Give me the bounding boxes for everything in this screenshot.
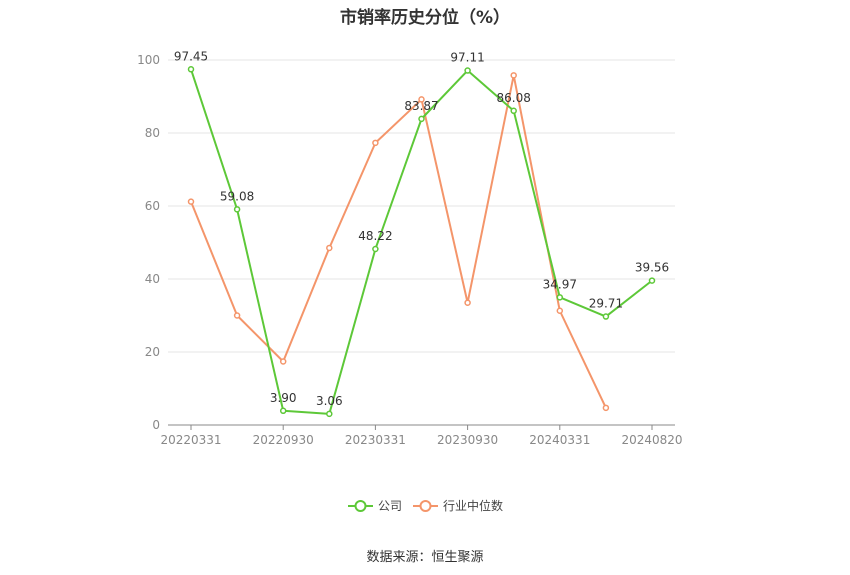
data-point <box>464 67 471 74</box>
data-label: 3.90 <box>270 391 297 405</box>
data-point <box>326 410 333 418</box>
data-point <box>464 299 471 306</box>
data-point <box>418 115 425 123</box>
x-tick-label: 20230930 <box>437 433 498 447</box>
data-point <box>372 245 379 253</box>
data-point <box>233 206 241 213</box>
data-label: 39.56 <box>635 261 669 275</box>
data-label: 29.71 <box>589 297 623 311</box>
data-label: 59.08 <box>220 189 254 203</box>
data-label: 83.87 <box>404 99 438 113</box>
data-label: 48.22 <box>358 229 392 243</box>
data-point <box>510 107 517 115</box>
x-axis: 20220331 20220930 20230331 20230930 20240331… <box>160 424 683 447</box>
data-label: 86.08 <box>497 91 531 105</box>
data-point <box>602 313 610 320</box>
legend-label: 行业中位数 <box>443 498 503 513</box>
y-tick-label: 60 <box>145 199 160 213</box>
x-tick-label: 20220930 <box>253 433 314 447</box>
data-point <box>510 72 517 79</box>
data-point <box>556 294 564 301</box>
data-point <box>418 96 425 103</box>
legend[interactable]: 公司 行业中位数 <box>348 498 503 513</box>
data-point <box>602 404 610 412</box>
data-point <box>556 307 564 315</box>
data-label: 34.97 <box>543 277 577 291</box>
chart-title: 市销率历史分位（%） <box>339 8 511 28</box>
y-tick-label: 100 <box>137 53 160 67</box>
x-tick-label: 20230331 <box>345 433 406 447</box>
data-point <box>648 277 656 284</box>
data-point <box>233 312 241 319</box>
grid-lines <box>168 59 675 353</box>
data-label: 97.11 <box>450 51 484 65</box>
y-tick-label: 80 <box>145 126 160 140</box>
legend-marker <box>354 500 367 512</box>
x-tick-label: 20240820 <box>621 433 682 447</box>
data-point <box>326 244 333 252</box>
x-tick-label: 20240331 <box>529 433 590 447</box>
series-layer <box>187 66 656 418</box>
y-tick-label: 0 <box>152 418 160 432</box>
y-tick-label: 20 <box>145 345 160 359</box>
legend-label: 公司 <box>378 499 402 513</box>
legend-item-company[interactable]: 公司 <box>348 499 402 513</box>
data-point <box>279 407 287 415</box>
data-label: 3.06 <box>316 394 343 408</box>
data-source-note: 数据来源：恒生聚源 <box>366 550 484 565</box>
legend-marker <box>419 500 432 512</box>
x-tick-label: 20220331 <box>160 433 221 447</box>
data-point <box>279 358 287 365</box>
data-point <box>372 139 379 147</box>
legend-item-industry-median[interactable]: 行业中位数 <box>413 498 503 513</box>
y-axis-ticks: 0 20 40 60 80 100 <box>137 53 160 432</box>
series-line-industry-median <box>190 74 607 409</box>
y-tick-label: 40 <box>145 272 160 286</box>
data-labels: 97.45 59.08 3.90 3.06 48.22 83.87 97.11 86.08 34… <box>174 49 669 408</box>
data-label: 97.45 <box>174 49 208 63</box>
data-point <box>187 198 195 205</box>
data-point <box>187 66 195 73</box>
